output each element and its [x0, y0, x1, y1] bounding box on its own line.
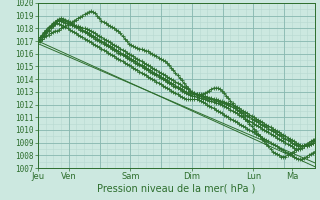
X-axis label: Pression niveau de la mer( hPa ): Pression niveau de la mer( hPa ): [97, 184, 256, 194]
